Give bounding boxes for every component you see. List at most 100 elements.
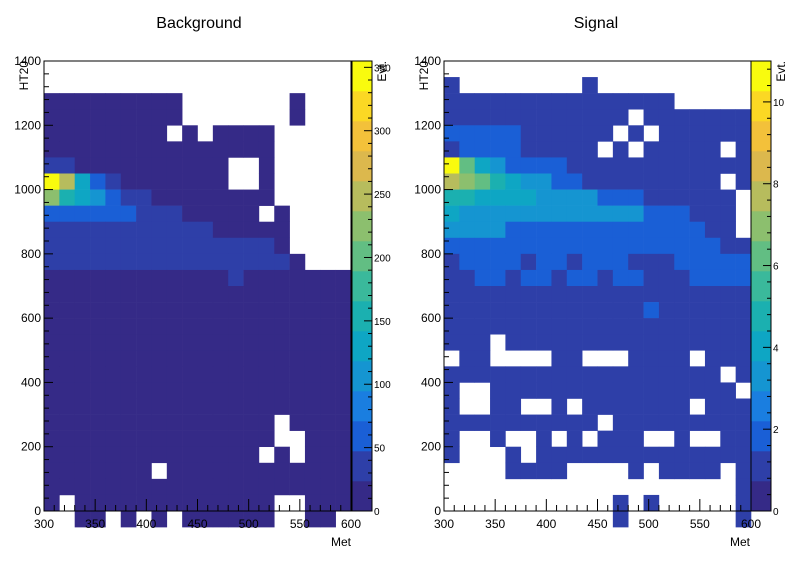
heatmap-cell — [105, 205, 122, 223]
heatmap-cell — [105, 430, 122, 448]
heatmap-cell — [212, 414, 229, 431]
heatmap-cell — [74, 350, 91, 367]
heatmap-cell — [228, 253, 244, 271]
heatmap-cell — [90, 157, 106, 174]
heatmap-cell — [136, 205, 152, 223]
heatmap-cell — [689, 221, 706, 239]
heatmap-cell — [136, 350, 152, 367]
heatmap-cell — [612, 157, 629, 174]
heatmap-cell — [74, 93, 91, 110]
heatmap-cell — [551, 173, 568, 190]
heatmap-cell — [74, 494, 91, 512]
heatmap-cell — [566, 173, 583, 190]
heatmap-cell — [551, 237, 568, 255]
heatmap-cell — [490, 382, 506, 399]
heatmap-cell — [320, 269, 336, 287]
heatmap-cell — [566, 334, 583, 351]
heatmap-cell — [182, 302, 198, 319]
heatmap-cell — [166, 93, 183, 110]
heatmap-cell — [320, 414, 336, 431]
heatmap-cell — [197, 478, 214, 496]
z-tick-label: 250 — [374, 190, 391, 201]
heatmap-cell — [597, 205, 614, 223]
heatmap-cell — [197, 462, 214, 480]
heatmap-cell — [597, 125, 614, 142]
heatmap-cell — [289, 366, 306, 383]
heatmap-cell — [212, 318, 229, 335]
y-tick-label: 400 — [421, 375, 441, 389]
heatmap-cell — [74, 334, 91, 351]
heatmap-cell — [704, 109, 721, 126]
heatmap-cell — [120, 109, 137, 126]
heatmap-cell — [674, 253, 690, 271]
heatmap-cell — [136, 125, 152, 142]
x-tick-label: 450 — [587, 517, 607, 531]
color-scale-segment — [352, 421, 372, 452]
heatmap-cell — [151, 478, 168, 496]
heatmap-cell — [704, 173, 721, 190]
heatmap-cell — [674, 302, 690, 319]
heatmap-cell — [59, 157, 75, 174]
heatmap-cell — [720, 109, 736, 126]
heatmap-cell — [197, 157, 214, 174]
heatmap-cell — [520, 269, 537, 287]
y-tick-label: 1400 — [14, 54, 41, 68]
heatmap-cell — [182, 382, 198, 399]
heatmap-cell — [335, 366, 352, 383]
heatmap-cell — [520, 205, 537, 223]
heatmap-cell — [258, 157, 275, 174]
heatmap-cell — [105, 414, 122, 431]
color-scale-segment — [751, 331, 771, 362]
heatmap-cell — [474, 334, 491, 351]
heatmap-cell — [628, 157, 644, 174]
heatmap-cell — [74, 286, 91, 303]
heatmap-cell — [674, 334, 690, 351]
heatmap-cell — [628, 350, 644, 367]
heatmap-cell — [704, 462, 721, 480]
heatmap-cell — [44, 302, 60, 319]
heatmap-cell — [335, 462, 352, 480]
heatmap-cell — [720, 253, 736, 271]
heatmap-cell — [674, 237, 690, 255]
heatmap-cell — [444, 205, 460, 223]
heatmap-cell — [566, 253, 583, 271]
heatmap-cell — [197, 253, 214, 271]
heatmap-cell — [120, 189, 137, 206]
heatmap-cell — [643, 302, 660, 319]
heatmap-cell — [228, 125, 244, 142]
heatmap-cell — [197, 414, 214, 431]
heatmap-cell — [720, 446, 736, 464]
heatmap-cell — [258, 269, 275, 287]
heatmap-cell — [289, 478, 306, 496]
heatmap-cell — [320, 511, 336, 528]
heatmap-cell — [505, 382, 522, 399]
heatmap-cell — [643, 93, 660, 110]
heatmap-cell — [228, 366, 244, 383]
heatmap-cell — [597, 430, 614, 448]
heatmap-cell — [505, 237, 522, 255]
heatmap-cell — [182, 141, 198, 158]
heatmap-cell — [90, 173, 106, 190]
heatmap-cell — [551, 382, 568, 399]
heatmap-cell — [105, 237, 122, 255]
heatmap-cell — [720, 414, 736, 431]
heatmap-cell — [658, 414, 675, 431]
heatmap-cell — [243, 189, 260, 206]
heatmap-cell — [551, 189, 568, 206]
heatmap-cell — [643, 350, 660, 367]
heatmap-cell — [212, 302, 229, 319]
heatmap-cell — [643, 205, 660, 223]
heatmap-cell — [720, 189, 736, 206]
z-tick-label: 4 — [773, 343, 779, 354]
heatmap-cell — [151, 173, 168, 190]
heatmap-cell — [582, 157, 598, 174]
heatmap-cell — [304, 511, 321, 528]
heatmap-cell — [335, 350, 352, 367]
heatmap-cell — [490, 221, 506, 239]
heatmap-cell — [582, 286, 598, 303]
heatmap-cell — [459, 157, 475, 174]
heatmap-cell — [505, 366, 522, 383]
heatmap-cell — [44, 446, 60, 464]
heatmap-cell — [505, 302, 522, 319]
x-tick-label: 300 — [34, 517, 54, 531]
